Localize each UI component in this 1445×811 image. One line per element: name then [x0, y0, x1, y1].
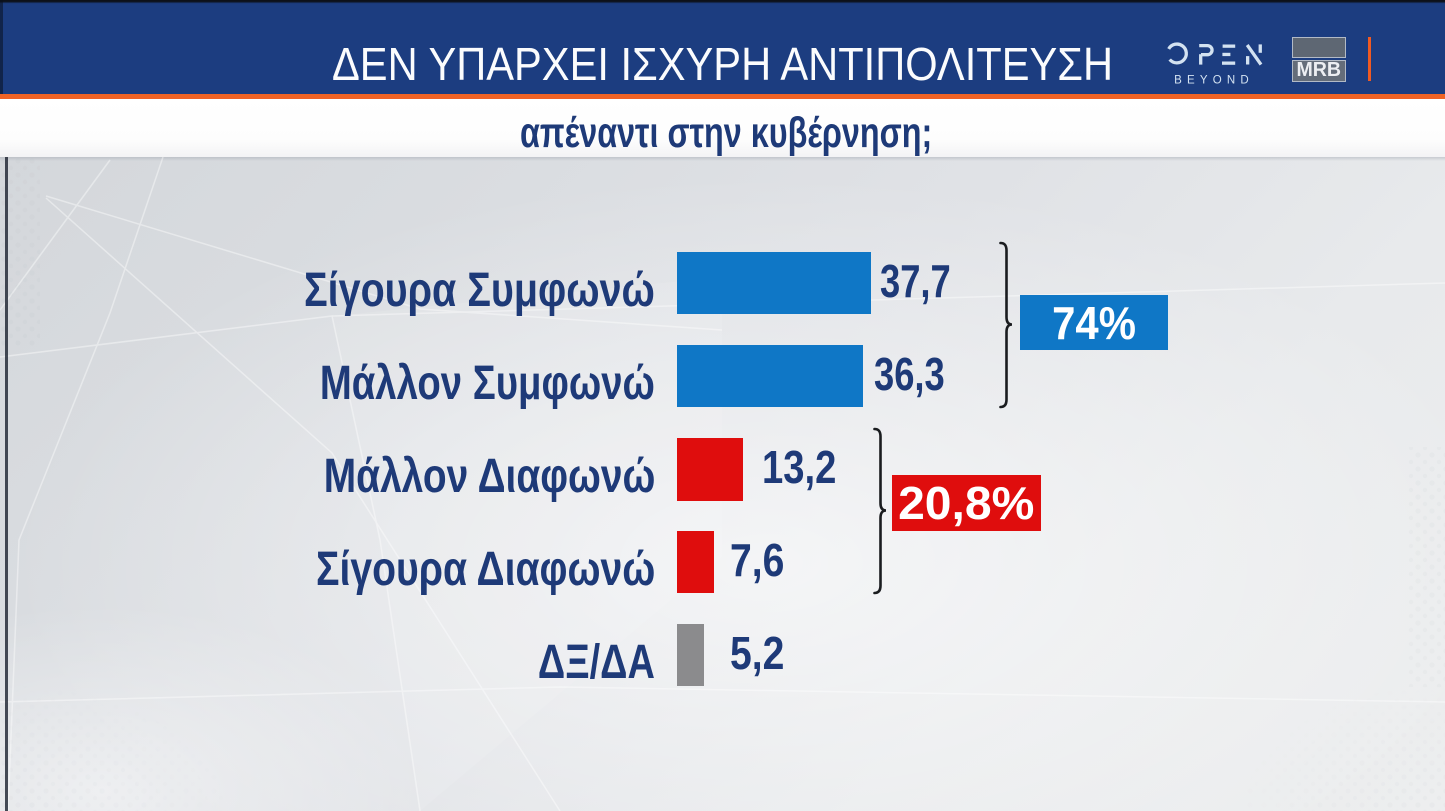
svg-text:BEYOND: BEYOND [1174, 75, 1254, 85]
